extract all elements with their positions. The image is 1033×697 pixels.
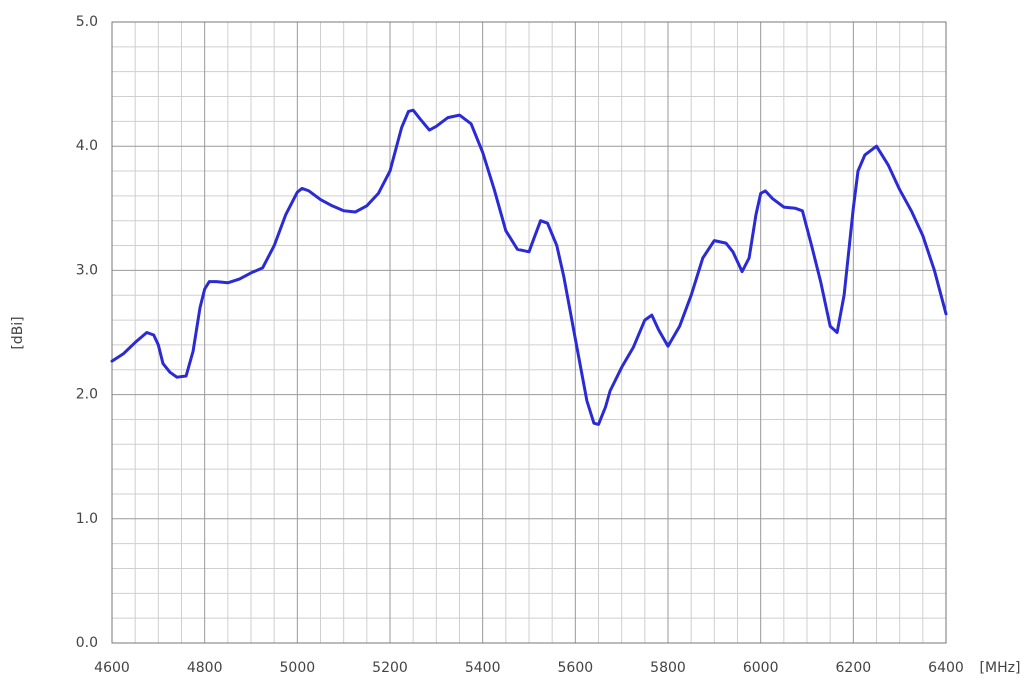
y-tick-label: 1.0 xyxy=(76,511,98,527)
x-tick-label: 5400 xyxy=(465,660,501,676)
y-tick-label: 2.0 xyxy=(76,387,98,403)
data-line xyxy=(110,108,948,426)
x-tick-label: 4800 xyxy=(187,660,223,676)
y-tick-label: 4.0 xyxy=(76,138,98,154)
x-tick-label: 5600 xyxy=(558,660,594,676)
x-tick-label: 5800 xyxy=(650,660,686,676)
x-tick-label: 6400 xyxy=(928,660,964,676)
x-tick-label: 5200 xyxy=(372,660,408,676)
x-tick-label: 6200 xyxy=(836,660,872,676)
y-axis-label: [dBi] xyxy=(10,316,26,349)
y-tick-label: 0.0 xyxy=(76,635,98,651)
x-tick-label: 5000 xyxy=(280,660,316,676)
y-tick-label: 5.0 xyxy=(76,14,98,30)
x-tick-label: 6000 xyxy=(743,660,779,676)
x-axis-label: [MHz] xyxy=(980,660,1021,676)
x-tick-label: 4600 xyxy=(94,660,130,676)
y-tick-label: 3.0 xyxy=(76,262,98,278)
plot-border xyxy=(111,21,947,644)
